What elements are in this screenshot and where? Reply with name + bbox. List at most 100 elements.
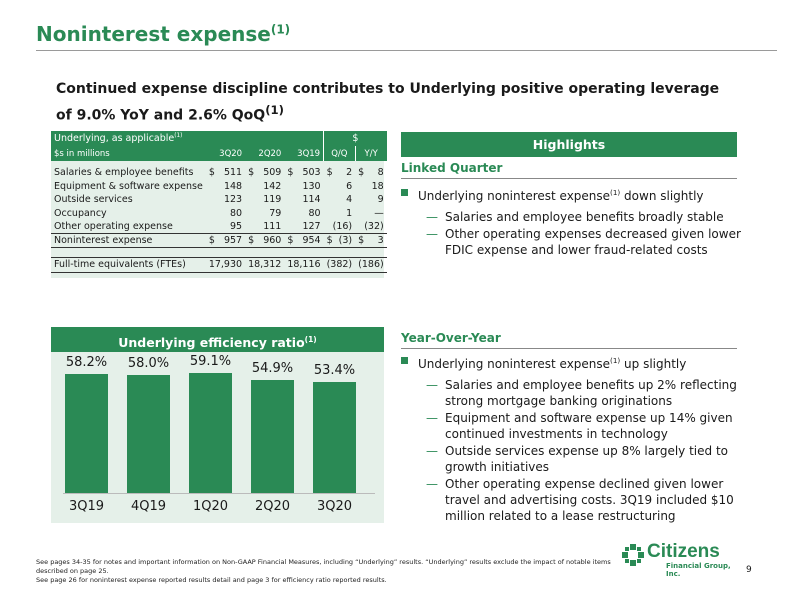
bar-value-label: 59.1%	[189, 353, 232, 369]
currency	[355, 180, 364, 194]
dash-icon: —	[426, 411, 438, 425]
cell-value: 95	[229, 221, 243, 232]
logo-wordmark: Citizens	[647, 541, 720, 562]
row-label: Noninterest expense	[51, 233, 206, 248]
currency	[355, 220, 364, 234]
title-divider	[36, 50, 777, 51]
cell-value: 1	[346, 207, 353, 219]
dash-icon: —	[426, 378, 438, 392]
cell-value: (186)	[355, 256, 387, 273]
efficiency-chart-panel: Underlying efficiency ratio(1) 58.2% 3Q19…	[51, 327, 384, 523]
cell-value: (32)	[364, 221, 384, 232]
bar-value-label: 53.4%	[313, 363, 356, 378]
column-header: Y/Y	[354, 146, 387, 161]
currency: $	[248, 167, 255, 179]
dash-icon: —	[426, 210, 438, 224]
currency: $	[205, 233, 218, 248]
column-header: Q/Q	[323, 146, 356, 161]
highlights-title: Highlights	[401, 132, 737, 157]
page-subtitle: Continued expense discipline contributes…	[56, 81, 720, 124]
cell-value: 142	[263, 180, 282, 192]
cell-value: 17,930	[205, 256, 246, 273]
currency: $	[323, 233, 333, 248]
footnote-line: See page 26 for noninterest expense repo…	[36, 576, 387, 584]
cell-value: 111	[263, 221, 282, 232]
efficiency-chart-title: Underlying efficiency ratio(1)	[51, 327, 384, 352]
table-header-row: Underlying, as applicable(1) $	[51, 131, 387, 146]
currency	[284, 207, 296, 221]
unit-label: $s in millions	[51, 146, 206, 161]
cell-value: 503	[302, 167, 321, 179]
efficiency-bar	[251, 379, 294, 493]
dash-icon: —	[426, 227, 438, 241]
currency	[206, 207, 218, 221]
cell-value: (382)	[323, 256, 356, 273]
currency	[245, 180, 257, 194]
cell-value: 9	[377, 194, 384, 206]
cell-value: (3)	[332, 233, 356, 248]
logo-subtitle: Financial Group, Inc.	[666, 562, 731, 578]
cell-value: 127	[302, 221, 321, 232]
table-row: Outside services 123 119 114 4 9	[51, 193, 387, 207]
cell-value: 4	[346, 194, 353, 206]
column-header: 3Q19	[284, 146, 324, 161]
row-label: Occupancy	[54, 207, 107, 219]
currency	[324, 193, 333, 207]
section-divider	[401, 178, 737, 179]
table-row-total: Noninterest expense $957 $960 $954 $ (3) …	[51, 233, 387, 248]
currency: $	[245, 233, 258, 248]
cell-value: (16)	[332, 221, 353, 232]
expense-table-panel: Underlying, as applicable(1) $ $s in mil…	[51, 131, 387, 278]
cell-value: 511	[223, 167, 243, 179]
cell-value: 79	[269, 207, 282, 219]
currency	[206, 193, 218, 207]
table-row-fte: Full-time equivalents (FTEs) 17,930 18,3…	[51, 256, 387, 273]
currency: $	[358, 167, 365, 179]
cell-value: 80	[229, 207, 243, 219]
cell-value: 123	[223, 194, 243, 206]
yoy-heading: Year-Over-Year	[401, 331, 501, 345]
dash-icon: —	[426, 444, 438, 458]
yoy-sub: Salaries and employee benefits up 2% ref…	[445, 378, 737, 408]
currency	[284, 220, 296, 234]
row-label: Full-time equivalents (FTEs)	[51, 256, 206, 273]
category-label: 3Q19	[68, 499, 105, 514]
row-label: Other operating expense	[54, 221, 173, 232]
citizens-logo-icon	[622, 544, 644, 566]
currency	[355, 193, 364, 207]
change-header: $	[323, 131, 387, 146]
linked-quarter-heading: Linked Quarter	[401, 161, 503, 175]
currency	[324, 180, 333, 194]
table-columns-row: $s in millions 3Q20 2Q20 3Q19 Q/Q Y/Y	[51, 146, 387, 161]
efficiency-bar	[189, 372, 232, 493]
bar-value-label: 54.9%	[251, 360, 294, 376]
table-header-label: Underlying, as applicable(1)	[51, 131, 324, 146]
cell-value: 960	[257, 233, 285, 248]
yoy-bullet: Underlying noninterest expense(1) up sli…	[418, 356, 687, 371]
currency	[245, 193, 257, 207]
linked-quarter-sub: Salaries and employee benefits broadly s…	[445, 210, 724, 224]
citizens-logo: Citizens Financial Group, Inc.	[622, 541, 742, 578]
category-label: 1Q20	[192, 499, 229, 514]
currency	[324, 207, 333, 221]
row-label: Salaries & employee benefits	[54, 167, 194, 179]
dash-icon: —	[426, 477, 438, 491]
row-label: Outside services	[54, 194, 133, 206]
cell-value: —	[374, 207, 384, 219]
bullet-square-icon	[401, 357, 408, 364]
yoy-sub: Other operating expense declined given l…	[445, 477, 734, 523]
cell-value: 2	[346, 167, 353, 179]
cell-value: 130	[302, 180, 321, 192]
category-label: 4Q19	[130, 499, 167, 514]
page-number: 9	[746, 565, 752, 575]
currency: $	[287, 167, 294, 179]
cell-value: 509	[263, 167, 282, 179]
cell-value: 114	[302, 194, 321, 206]
column-header: 2Q20	[245, 146, 285, 161]
bullet-square-icon	[401, 189, 408, 196]
currency	[245, 220, 257, 234]
category-label: 2Q20	[254, 499, 291, 514]
cell-value: 8	[377, 167, 384, 179]
cell-value: 954	[296, 233, 324, 248]
currency	[206, 180, 218, 194]
